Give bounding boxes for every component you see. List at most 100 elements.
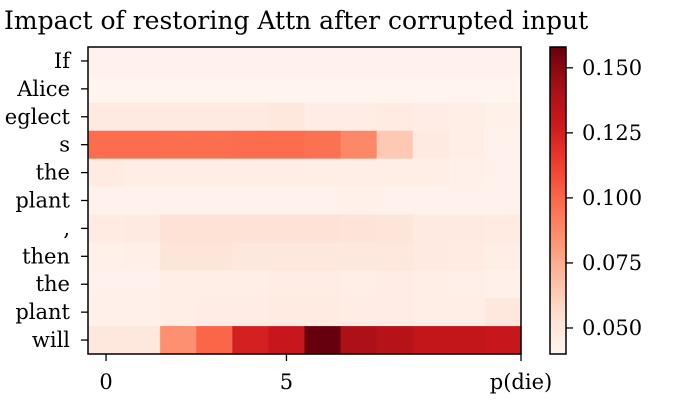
heatmap-cell [196, 47, 233, 76]
colorbar-tick-label: 0.125 [582, 121, 642, 145]
heatmap-cell [196, 186, 233, 216]
heatmap-cell [232, 74, 270, 104]
heatmap-cell [376, 298, 414, 327]
heatmap-cell [88, 158, 125, 188]
heatmap-cell [304, 186, 342, 216]
heatmap-cell [88, 47, 125, 76]
heatmap-cell [448, 298, 486, 327]
heatmap-cell [484, 214, 522, 243]
heatmap-cells [88, 47, 522, 355]
heatmap-cell [412, 298, 450, 327]
heatmap-cell [268, 74, 306, 104]
heatmap-cell [124, 326, 161, 355]
heatmap-cell [448, 102, 486, 132]
heatmap-cell [304, 214, 342, 243]
heatmap-cell [376, 130, 414, 160]
y-tick-label: the [36, 272, 70, 296]
heatmap-cell [124, 270, 161, 299]
heatmap-cell [484, 158, 522, 188]
heatmap-cell [376, 47, 414, 76]
heatmap-cell [196, 298, 233, 327]
heatmap-cell [232, 186, 270, 216]
heatmap-cell [232, 130, 270, 160]
colorbar-tick-label: 0.050 [582, 316, 642, 340]
heatmap-cell [160, 326, 197, 355]
heatmap-cell [340, 47, 378, 76]
heatmap-cell [268, 242, 306, 271]
y-tick-label: the [36, 161, 70, 185]
heatmap-cell [232, 298, 270, 327]
heatmap-cell [448, 47, 486, 76]
heatmap-cell [376, 326, 414, 355]
heatmap-cell [340, 74, 378, 104]
heatmap-cell [412, 47, 450, 76]
heatmap-cell [340, 158, 378, 188]
heatmap-cell [268, 270, 306, 299]
heatmap-cell [412, 102, 450, 132]
heatmap-cell [412, 186, 450, 216]
heatmap-cell [232, 270, 270, 299]
heatmap-cell [376, 242, 414, 271]
heatmap-cell [160, 158, 197, 188]
heatmap-cell [340, 326, 378, 355]
heatmap-cell [376, 186, 414, 216]
x-tick-label: 5 [280, 370, 293, 394]
heatmap-cell [124, 298, 161, 327]
heatmap-cell [196, 214, 233, 243]
y-tick-label: plant [15, 300, 70, 324]
heatmap-cell [88, 102, 125, 132]
heatmap-cell [160, 47, 197, 76]
heatmap-cell [484, 74, 522, 104]
heatmap-cell [340, 214, 378, 243]
heatmap-cell [448, 130, 486, 160]
heatmap-cell [484, 326, 522, 355]
heatmap-cell [232, 214, 270, 243]
heatmap-cell [448, 326, 486, 355]
heatmap-cell [412, 158, 450, 188]
heatmap-cell [124, 74, 161, 104]
heatmap-cell [340, 186, 378, 216]
heatmap-cell [304, 130, 342, 160]
heatmap-cell [196, 74, 233, 104]
heatmap-cell [484, 130, 522, 160]
heatmap-cell [304, 47, 342, 76]
colorbar [550, 47, 566, 354]
heatmap-cell [124, 102, 161, 132]
heatmap-cell [268, 298, 306, 327]
heatmap-cell [268, 186, 306, 216]
heatmap-cell [304, 74, 342, 104]
heatmap-cell [484, 298, 522, 327]
y-tick-label: Alice [16, 77, 70, 101]
heatmap-cell [196, 158, 233, 188]
heatmap-cell [160, 186, 197, 216]
heatmap-cell [376, 102, 414, 132]
heatmap-cell [340, 270, 378, 299]
heatmap-cell [232, 242, 270, 271]
heatmap-cell [160, 214, 197, 243]
heatmap-cell [124, 186, 161, 216]
heatmap-cell [304, 298, 342, 327]
heatmap-cell [304, 326, 342, 355]
heatmap-cell [160, 298, 197, 327]
heatmap-cell [412, 74, 450, 104]
heatmap-cell [88, 214, 125, 243]
colorbar-axis: 0.050 0.075 0.100 0.125 0.150 [566, 56, 642, 340]
heatmap-cell [124, 47, 161, 76]
heatmap-cell [196, 270, 233, 299]
heatmap-cell [160, 74, 197, 104]
heatmap-cell [268, 130, 306, 160]
heatmap-cell [340, 130, 378, 160]
heatmap-cell [340, 242, 378, 271]
heatmap-cell [88, 298, 125, 327]
heatmap-cell [232, 158, 270, 188]
y-tick-label: s [59, 133, 70, 157]
heatmap-cell [196, 326, 233, 355]
heatmap-cell [268, 214, 306, 243]
heatmap-cell [268, 158, 306, 188]
heatmap-cell [448, 214, 486, 243]
heatmap-cell [484, 47, 522, 76]
heatmap-cell [232, 326, 270, 355]
heatmap-cell [268, 47, 306, 76]
heatmap-cell [376, 74, 414, 104]
heatmap-cell [88, 326, 125, 355]
